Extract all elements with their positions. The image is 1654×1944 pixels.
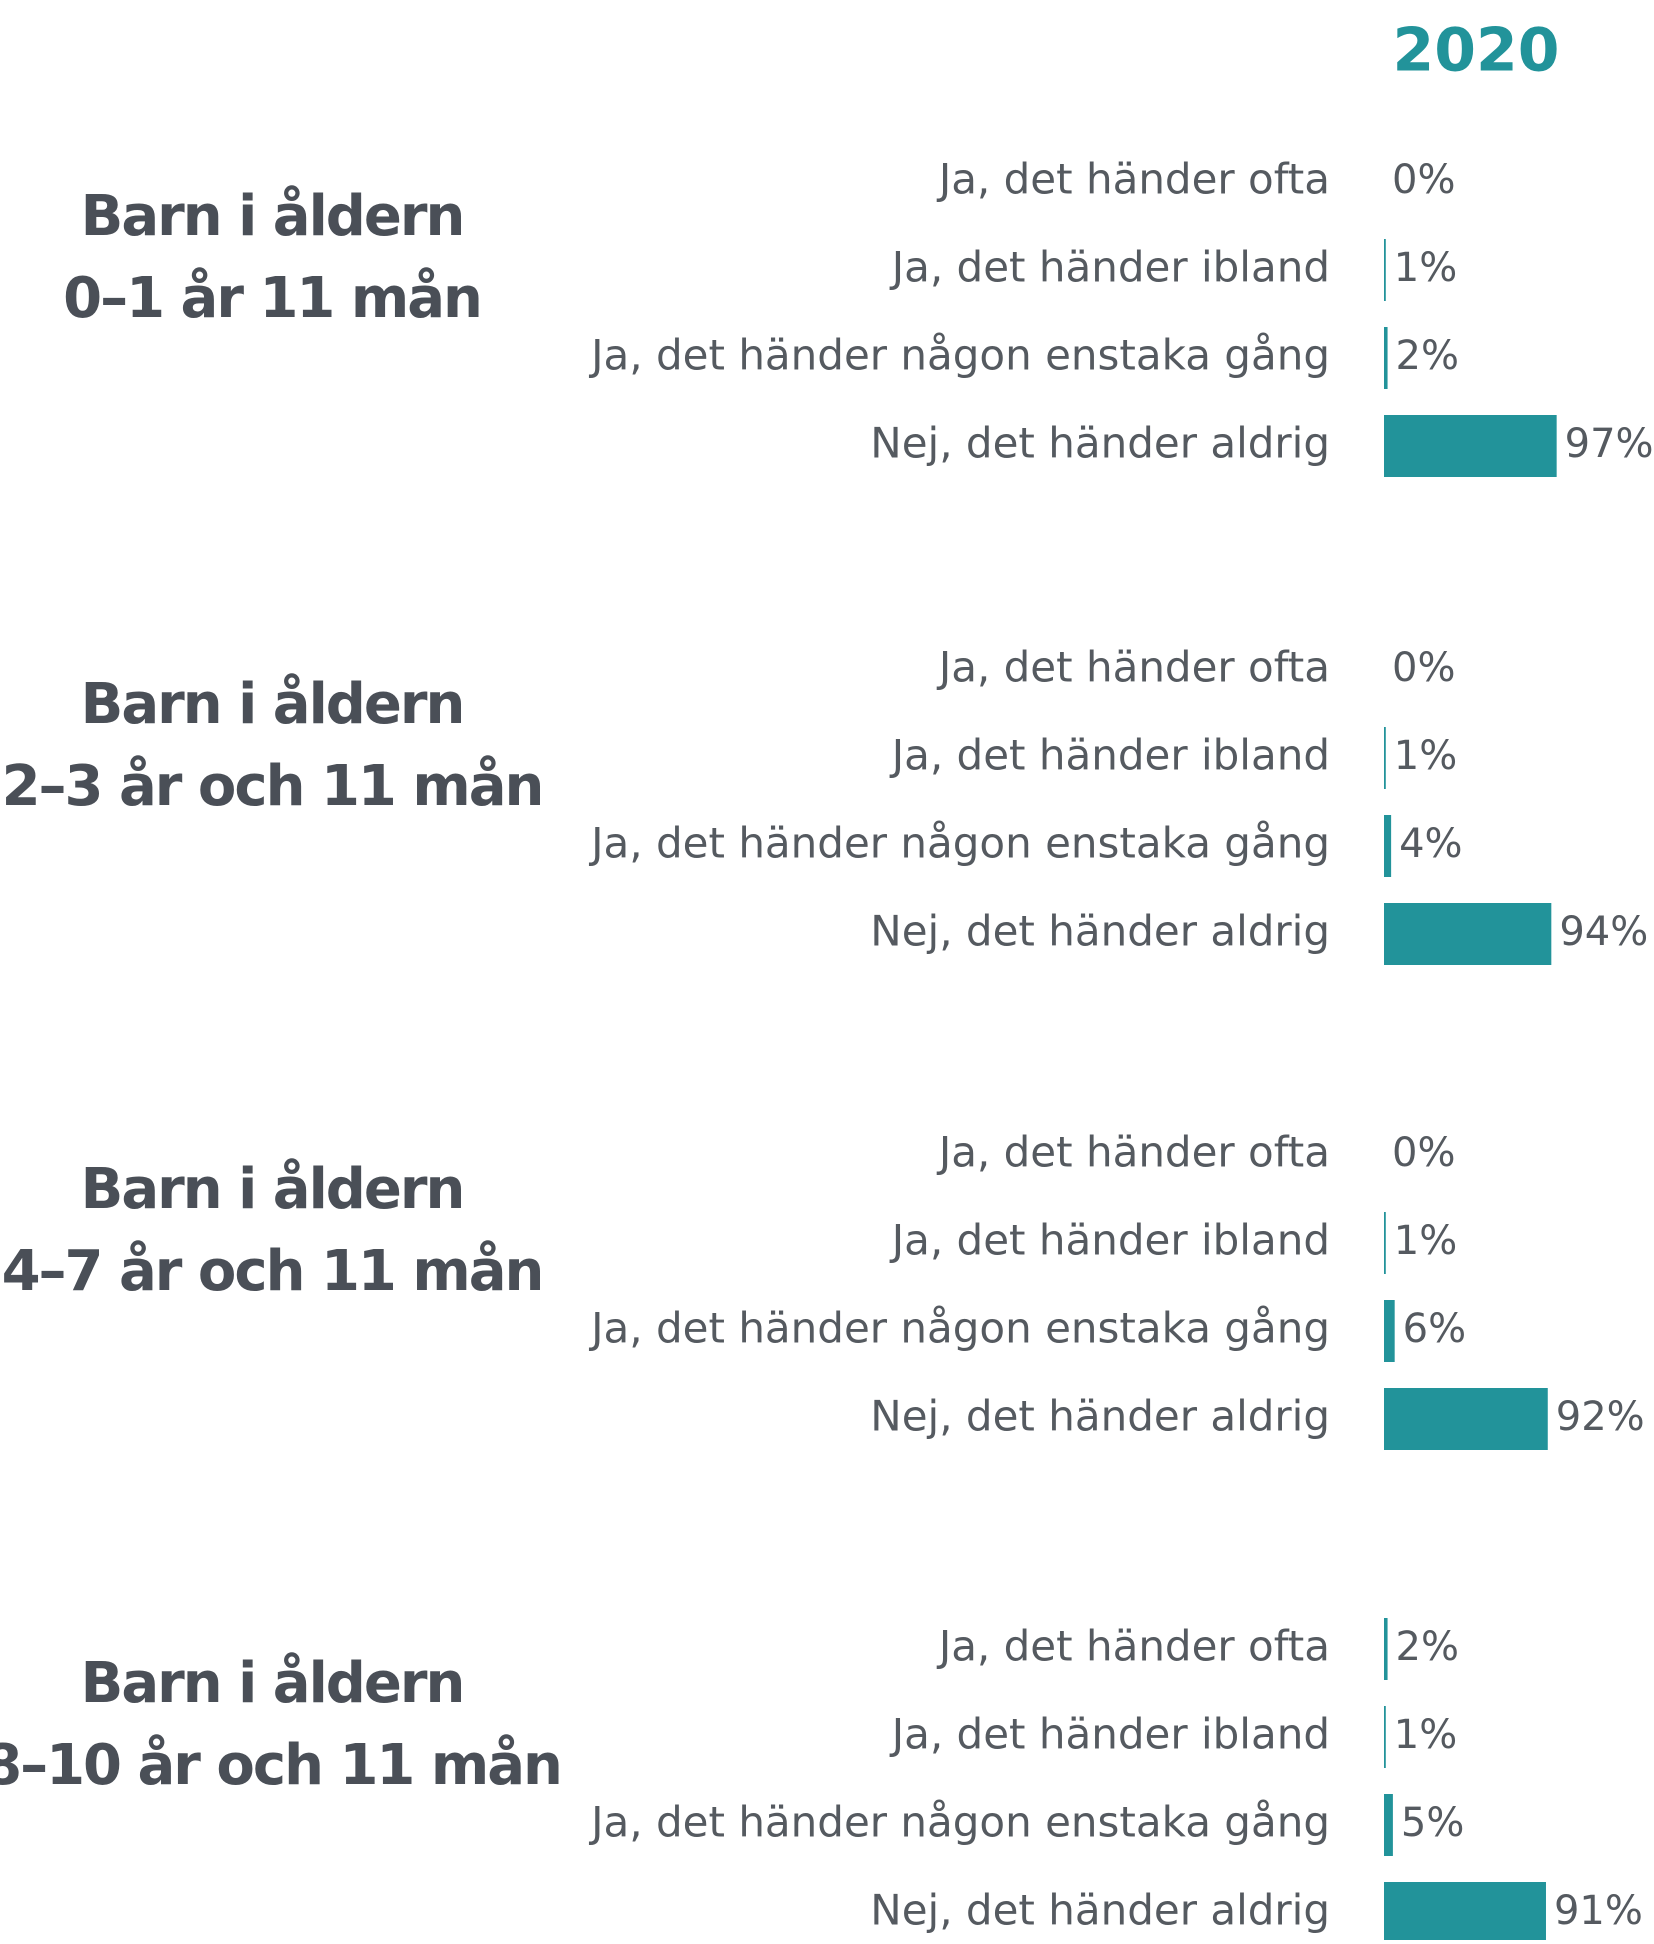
bar (1384, 903, 1552, 965)
bar (1384, 1882, 1546, 1944)
value-label: 2% (1396, 333, 1459, 379)
row-label: Ja, det händer ibland (889, 1216, 1330, 1265)
bar (1384, 1300, 1395, 1362)
group-title: Barn i åldern (81, 672, 464, 737)
group-title: 2–3 år och 11 mån (2, 754, 543, 819)
row-label: Ja, det händer ibland (889, 731, 1330, 780)
row-label: Nej, det händer aldrig (870, 1392, 1330, 1441)
group-title: 8–10 år och 11 mån (0, 1733, 561, 1798)
row-label: Ja, det händer ibland (889, 243, 1330, 292)
year-header: 2020 (1393, 16, 1560, 86)
row-label: Ja, det händer ibland (889, 1710, 1330, 1759)
row-label: Ja, det händer ofta (936, 155, 1330, 204)
bar (1384, 327, 1388, 389)
bar (1384, 1212, 1386, 1274)
group-title: Barn i åldern (81, 1651, 464, 1716)
bar (1384, 1618, 1388, 1680)
value-label: 0% (1392, 645, 1455, 691)
bar (1384, 239, 1386, 301)
value-label: 92% (1556, 1394, 1645, 1440)
group-title: Barn i åldern (81, 184, 464, 249)
row-label: Ja, det händer ofta (936, 1128, 1330, 1177)
value-label: 1% (1394, 733, 1457, 779)
bar (1384, 727, 1386, 789)
group-title: Barn i åldern (81, 1157, 464, 1222)
group-title: 4–7 år och 11 mån (2, 1239, 543, 1304)
value-label: 0% (1392, 157, 1455, 203)
row-label: Ja, det händer någon enstaka gång (588, 819, 1330, 868)
value-label: 0% (1392, 1130, 1455, 1176)
bar (1384, 815, 1392, 877)
value-label: 4% (1399, 821, 1462, 867)
row-label: Nej, det händer aldrig (870, 419, 1330, 468)
value-label: 1% (1394, 245, 1457, 291)
group-title: 0–1 år 11 mån (63, 266, 481, 331)
value-label: 1% (1394, 1218, 1457, 1264)
row-label: Ja, det händer ofta (936, 1622, 1330, 1671)
row-label: Ja, det händer ofta (936, 643, 1330, 692)
value-label: 5% (1401, 1800, 1464, 1846)
value-label: 2% (1396, 1624, 1459, 1670)
value-label: 6% (1403, 1306, 1466, 1352)
row-label: Ja, det händer någon enstaka gång (588, 331, 1330, 380)
bar (1384, 1706, 1386, 1768)
row-label: Nej, det händer aldrig (870, 1886, 1330, 1935)
row-label: Ja, det händer någon enstaka gång (588, 1798, 1330, 1847)
row-label: Nej, det händer aldrig (870, 907, 1330, 956)
value-label: 97% (1565, 421, 1654, 467)
value-label: 91% (1554, 1888, 1643, 1934)
bar (1384, 1388, 1548, 1450)
value-label: 1% (1394, 1712, 1457, 1758)
row-label: Ja, det händer någon enstaka gång (588, 1304, 1330, 1353)
bar (1384, 1794, 1393, 1856)
value-label: 94% (1559, 909, 1648, 955)
bar (1384, 415, 1557, 477)
